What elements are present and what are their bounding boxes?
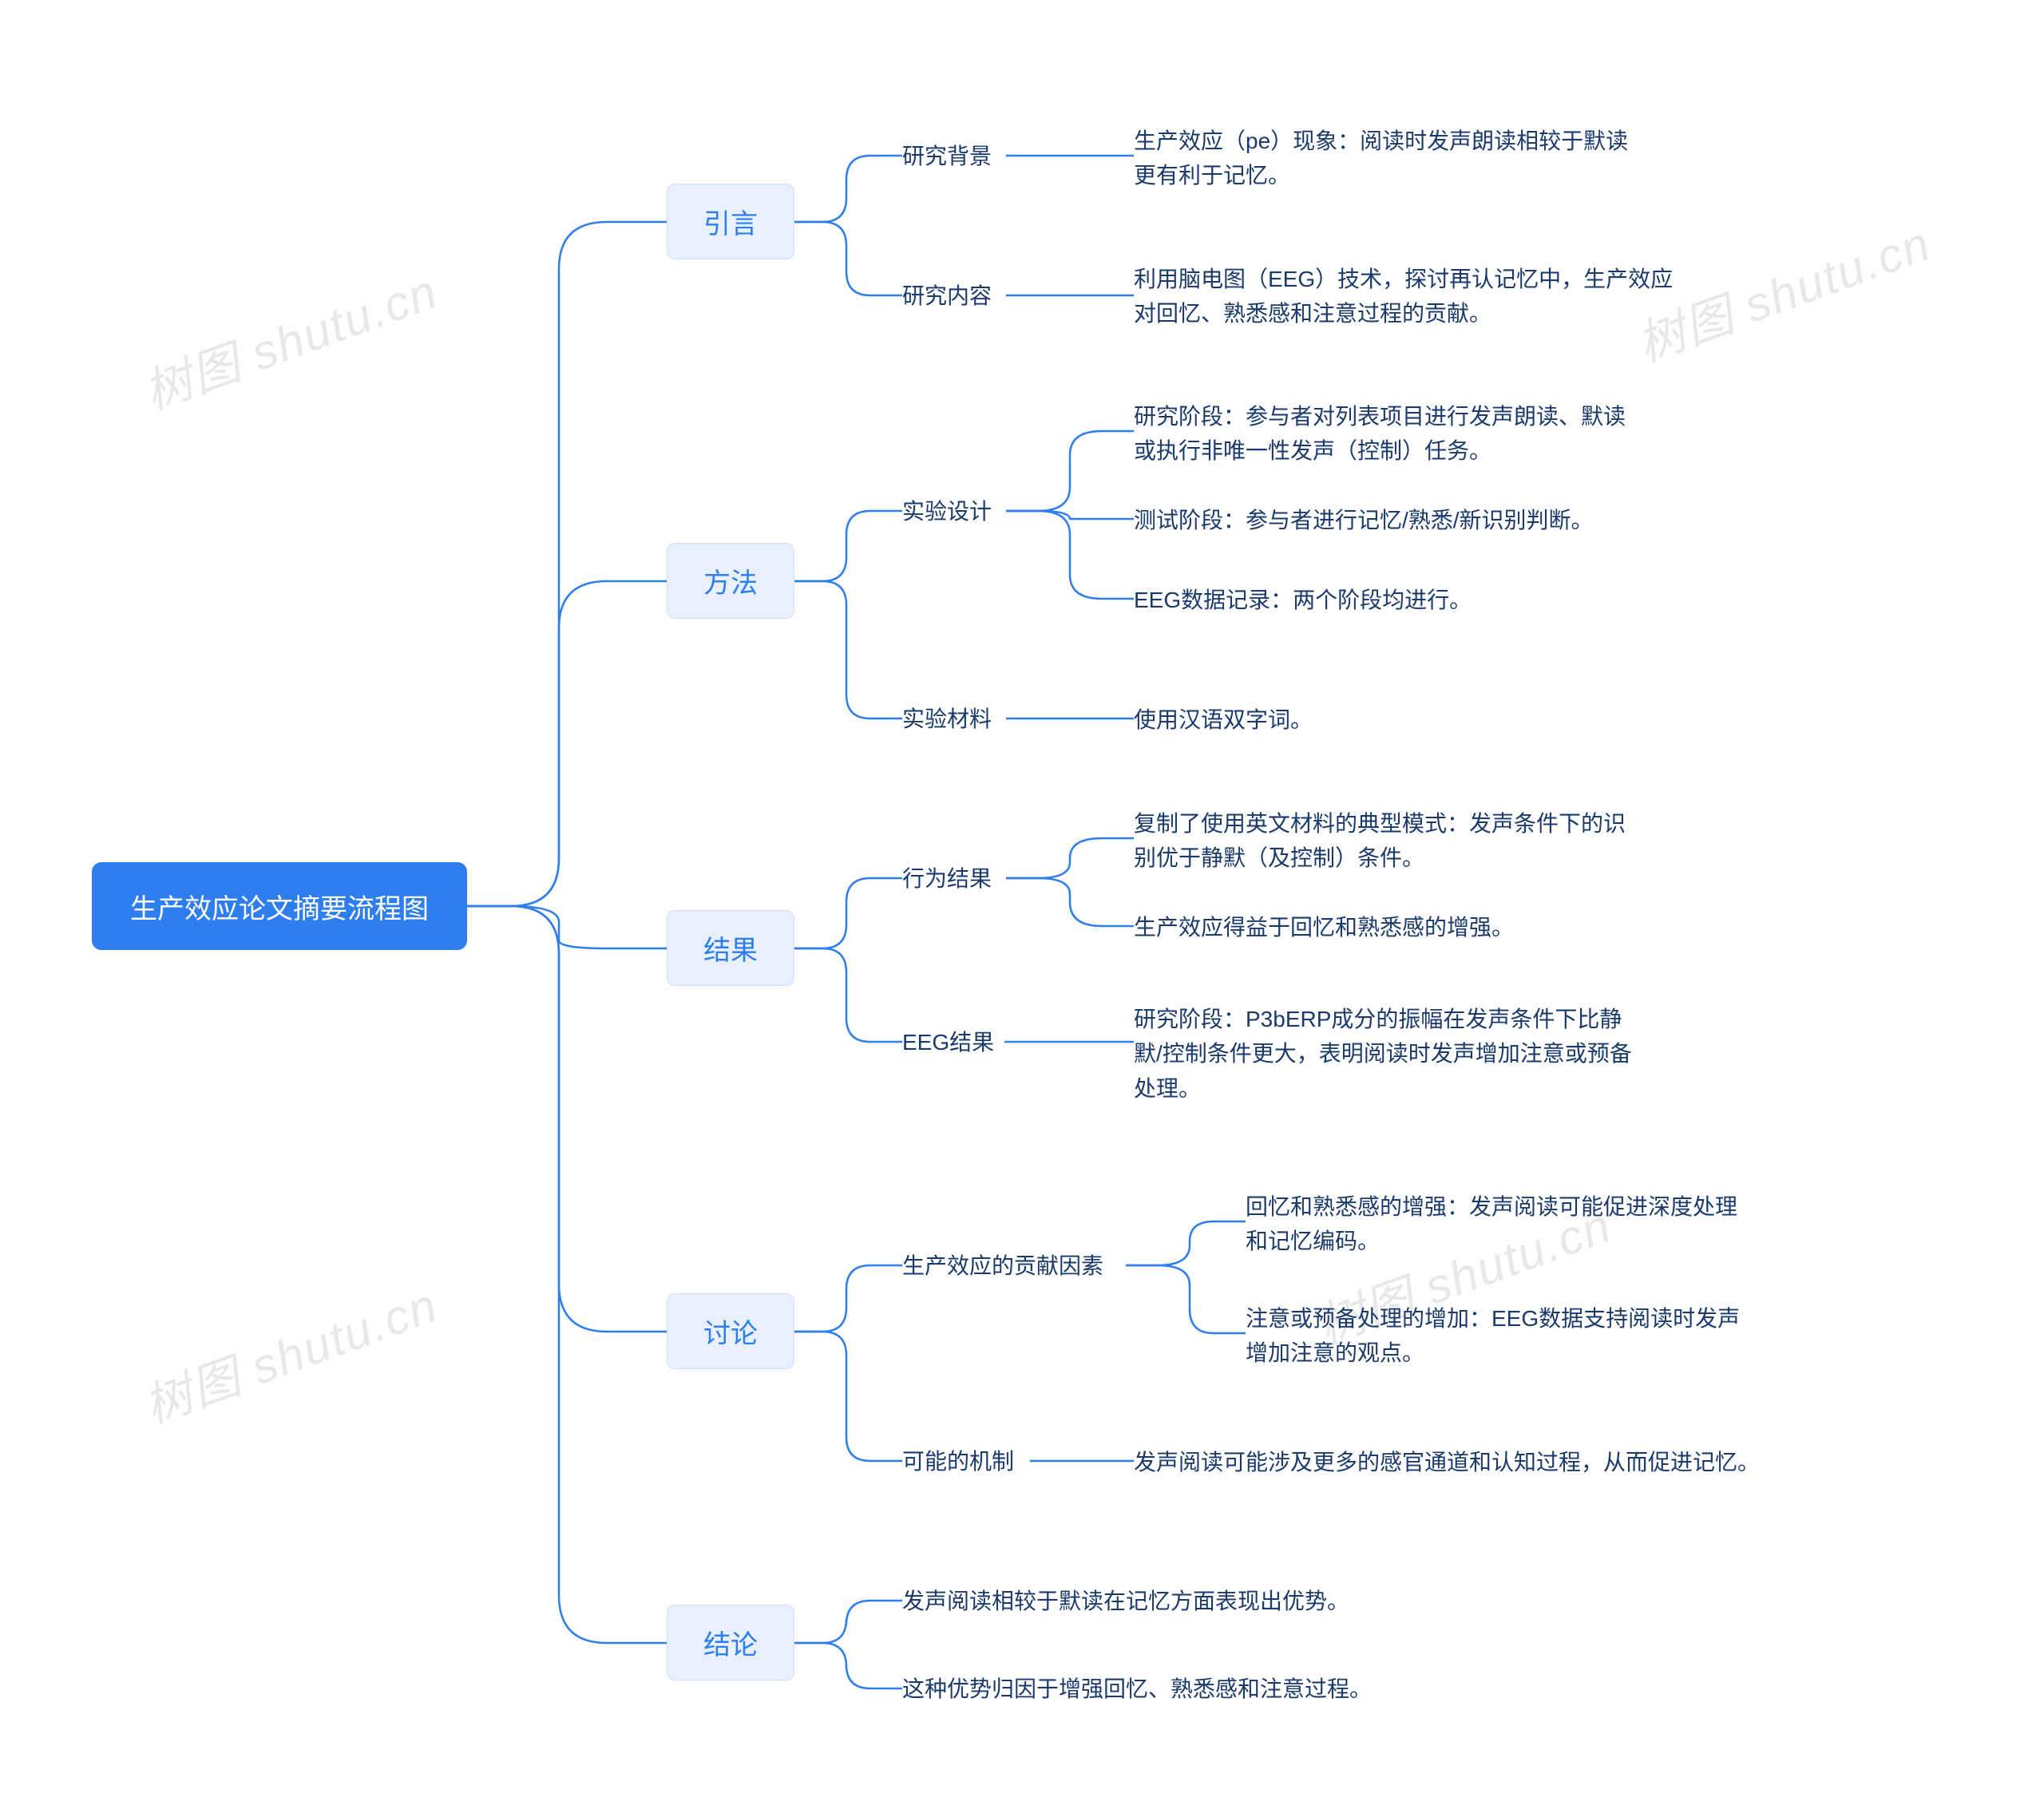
leaf-d3: EEG数据记录：两个阶段均进行。 [1134,583,1472,617]
root-node: 生产效应论文摘要流程图 [92,862,467,950]
node-bg: 研究背景 [902,140,992,173]
leaf-ct1: 利用脑电图（EEG）技术，探讨再认记忆中，生产效应对回忆、熟悉感和注意过程的贡献… [1134,262,1677,331]
leaf-f1: 回忆和熟悉感的增强：发声阅读可能促进深度处理和记忆编码。 [1246,1190,1757,1259]
node-behav: 行为结果 [902,862,992,896]
node-c1: 发声阅读相较于默读在记忆方面表现出优势。 [902,1585,1349,1618]
leaf-f2: 注意或预备处理的增加：EEG数据支持阅读时发声增加注意的观点。 [1246,1301,1757,1371]
watermark: 树图 shutu.cn [133,1267,446,1438]
node-factor: 生产效应的贡献因素 [902,1249,1103,1283]
leaf-me1: 发声阅读可能涉及更多的感官通道和认知过程，从而促进记忆。 [1134,1445,1760,1479]
node-c2: 这种优势归因于增强回忆、熟悉感和注意过程。 [902,1672,1372,1706]
leaf-e1: 研究阶段：P3bERP成分的振幅在发声条件下比静默/控制条件更大，表明阅读时发声… [1134,1002,1645,1106]
watermark: 树图 shutu.cn [133,253,446,424]
branch-result: 结果 [667,910,794,986]
leaf-bg1: 生产效应（pe）现象：阅读时发声朗读相较于默读更有利于记忆。 [1134,124,1629,193]
leaf-b2: 生产效应得益于回忆和熟悉感的增强。 [1134,910,1514,944]
leaf-d2: 测试阶段：参与者进行记忆/熟悉/新识别判断。 [1134,503,1594,537]
branch-discuss: 讨论 [667,1293,794,1369]
branch-method: 方法 [667,543,794,619]
node-eeg: EEG结果 [902,1026,994,1059]
leaf-b1: 复制了使用英文材料的典型模式：发声条件下的识别优于静默（及控制）条件。 [1134,806,1645,876]
leaf-m1: 使用汉语双字词。 [1134,703,1313,737]
node-material: 实验材料 [902,703,992,736]
leaf-d1: 研究阶段：参与者对列表项目进行发声朗读、默读或执行非唯一性发声（控制）任务。 [1134,399,1645,469]
node-mech: 可能的机制 [902,1445,1014,1478]
branch-intro: 引言 [667,184,794,259]
branch-conclusion: 结论 [667,1605,794,1680]
node-design: 实验设计 [902,495,992,528]
node-content: 研究内容 [902,279,992,313]
